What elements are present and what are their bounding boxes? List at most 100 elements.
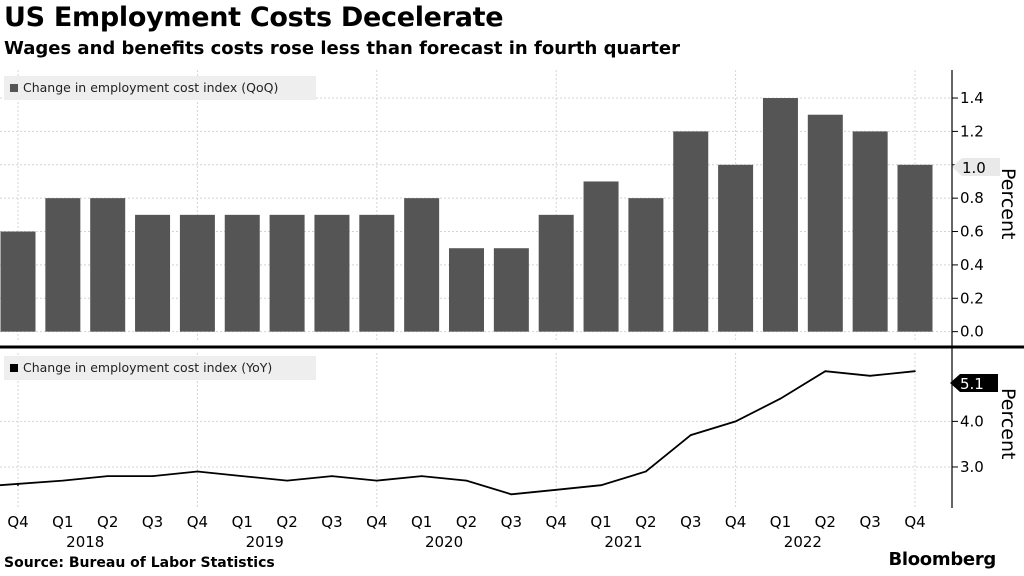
qoq-y-tick-label: 0.8 xyxy=(960,189,984,207)
chart-subtitle: Wages and benefits costs rose less than … xyxy=(4,38,680,59)
qoq-bar xyxy=(179,214,215,332)
qoq-y-tick-label: 0.4 xyxy=(960,256,984,274)
qoq-bar xyxy=(269,214,305,332)
qoq-bar xyxy=(673,131,709,332)
x-quarter-label: Q3 xyxy=(142,513,163,531)
x-quarter-label: Q2 xyxy=(456,513,477,531)
x-year-label: 2019 xyxy=(246,533,284,551)
bloomberg-logo: Bloomberg xyxy=(888,549,996,570)
qoq-last-value-marker: 1.0 xyxy=(952,158,1000,177)
yoy-legend-label: Change in employment cost index (YoY) xyxy=(23,360,272,375)
yoy-point xyxy=(286,479,288,482)
qoq-bar xyxy=(135,214,171,332)
x-axis-quarter-labels: Q4 Q1 Q2 Q3 Q4 Q1 Q2 Q3 Q4 Q1 Q2 Q3 Q4 Q1 Q2 Q3 Q4 Q1 Q2 Q3… xyxy=(7,513,925,531)
yoy-point xyxy=(331,475,333,477)
qoq-y-tick-label: 0.2 xyxy=(960,289,984,307)
qoq-bar xyxy=(628,198,664,332)
qoq-y-ticks: 0.0 0.2 0.4 0.6 0.8 1.0 1.2 1.4 xyxy=(952,89,984,341)
x-quarter-label: Q4 xyxy=(904,513,925,531)
yoy-axis-title: Percent xyxy=(997,388,1019,460)
qoq-bar xyxy=(762,98,798,332)
qoq-bar xyxy=(852,131,888,332)
qoq-panel: Change in employment cost index (QoQ) 0.… xyxy=(0,70,1019,341)
yoy-legend-swatch xyxy=(10,364,18,372)
yoy-point xyxy=(196,470,199,473)
yoy-point xyxy=(62,479,64,482)
yoy-point xyxy=(376,479,378,482)
yoy-point xyxy=(600,484,602,487)
yoy-point xyxy=(510,493,513,496)
yoy-y-tick-label: 3.0 xyxy=(960,458,984,476)
x-quarter-label: Q4 xyxy=(725,513,746,531)
x-year-label: 2022 xyxy=(784,533,822,551)
qoq-bar xyxy=(807,114,843,332)
yoy-y-ticks: 3.0 4.0 xyxy=(952,412,984,476)
qoq-bar xyxy=(0,231,36,332)
qoq-bar xyxy=(583,181,619,332)
x-quarter-label: Q1 xyxy=(52,513,73,531)
yoy-y-tick-label: 4.0 xyxy=(960,412,984,430)
yoy-point xyxy=(824,370,827,373)
x-quarter-label: Q2 xyxy=(635,513,656,531)
x-quarter-label: Q3 xyxy=(680,513,701,531)
x-quarter-label: Q3 xyxy=(321,513,342,531)
x-quarter-label: Q1 xyxy=(411,513,432,531)
yoy-point xyxy=(17,484,19,487)
x-quarter-label: Q2 xyxy=(815,513,836,531)
x-quarter-label: Q4 xyxy=(7,513,28,531)
x-quarter-label: Q3 xyxy=(501,513,522,531)
qoq-bar xyxy=(493,248,529,332)
qoq-bar xyxy=(90,198,126,332)
qoq-last-value-label: 1.0 xyxy=(962,159,986,177)
yoy-point xyxy=(734,420,737,423)
yoy-panel: Change in employment cost index (YoY) 3.… xyxy=(0,353,1019,508)
qoq-last-value-tag xyxy=(952,158,1000,176)
x-quarter-label: Q1 xyxy=(232,513,253,531)
x-year-label: 2020 xyxy=(425,533,463,551)
qoq-legend-label: Change in employment cost index (QoQ) xyxy=(23,80,278,95)
yoy-gridlines xyxy=(0,353,952,508)
qoq-y-tick-label: 1.2 xyxy=(960,122,984,140)
qoq-y-tick-label: 1.4 xyxy=(960,89,984,107)
yoy-series-line xyxy=(0,370,916,496)
qoq-bar xyxy=(404,198,440,332)
qoq-legend-box xyxy=(4,76,316,100)
qoq-bar xyxy=(897,164,933,332)
x-axis-year-labels: 2018 2019 2020 2021 2022 xyxy=(66,533,822,551)
yoy-point xyxy=(106,475,109,477)
yoy-last-value-label: 5.1 xyxy=(960,375,984,393)
source-note: Source: Bureau of Labor Statistics xyxy=(4,555,275,571)
yoy-legend-box xyxy=(4,356,316,380)
qoq-bar xyxy=(538,214,574,332)
qoq-y-tick-label: 0.6 xyxy=(960,223,984,241)
yoy-point xyxy=(645,470,647,473)
qoq-bars xyxy=(0,98,933,332)
x-year-label: 2021 xyxy=(604,533,642,551)
qoq-bar xyxy=(718,164,754,332)
chart-title: US Employment Costs Decelerate xyxy=(4,2,504,33)
x-quarter-label: Q4 xyxy=(546,513,567,531)
x-quarter-label: Q2 xyxy=(97,513,118,531)
yoy-point xyxy=(241,475,244,477)
qoq-y-tick-label: 0.0 xyxy=(960,323,984,341)
yoy-point xyxy=(420,475,423,477)
qoq-bar xyxy=(314,214,350,332)
yoy-last-value-tag xyxy=(950,374,998,392)
x-year-label: 2018 xyxy=(66,533,104,551)
x-quarter-label: Q4 xyxy=(187,513,208,531)
qoq-bar xyxy=(45,198,81,332)
yoy-points xyxy=(17,370,916,496)
yoy-point xyxy=(869,374,871,377)
qoq-bar xyxy=(359,214,395,332)
qoq-legend-swatch xyxy=(10,84,18,92)
yoy-point xyxy=(914,370,916,373)
x-quarter-label: Q4 xyxy=(366,513,387,531)
qoq-bar xyxy=(449,248,484,332)
x-quarter-label: Q2 xyxy=(276,513,297,531)
x-quarter-label: Q1 xyxy=(590,513,611,531)
yoy-point xyxy=(689,434,692,436)
yoy-point xyxy=(555,488,557,491)
yoy-point xyxy=(779,397,782,400)
yoy-point xyxy=(465,479,468,482)
